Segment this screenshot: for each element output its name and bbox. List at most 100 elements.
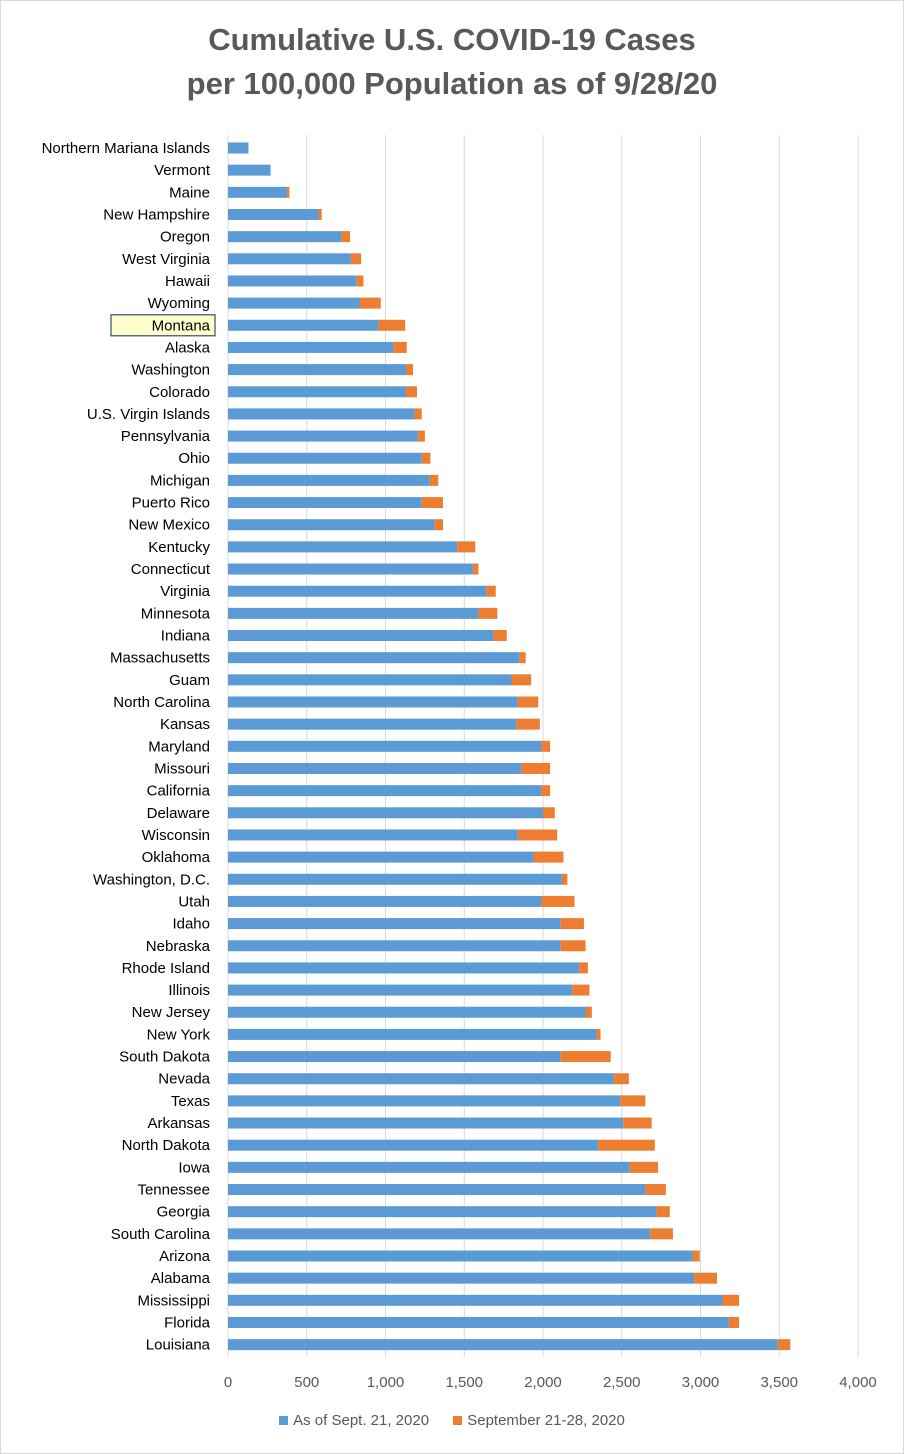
highlight-box-montana (110, 314, 216, 337)
bar-before-utah (228, 895, 542, 907)
category-label-new-mexico: New Mexico (128, 517, 210, 534)
bar-before-montana (228, 319, 379, 331)
bar-before-new-jersey (228, 1006, 586, 1018)
bar-week-indiana (493, 630, 507, 642)
category-label-colorado: Colorado (149, 384, 210, 401)
bar-week-delaware (543, 807, 555, 819)
bar-before-arizona (228, 1250, 693, 1262)
category-label-oklahoma: Oklahoma (142, 849, 211, 866)
category-label-ohio: Ohio (178, 450, 210, 467)
bar-before-florida (228, 1316, 729, 1328)
bar-before-iowa (228, 1161, 630, 1173)
bar-before-kansas (228, 718, 517, 730)
bar-before-arkansas (228, 1117, 624, 1129)
bar-before-alaska (228, 341, 394, 353)
x-tick-label-3500: 3,500 (760, 1374, 798, 1391)
category-label-nebraska: Nebraska (146, 938, 211, 955)
legend-swatch-week (453, 1415, 463, 1425)
bar-week-virginia (486, 585, 496, 597)
legend-label-week: September 21-28, 2020 (467, 1412, 625, 1429)
category-label-illinois: Illinois (168, 982, 210, 999)
bar-week-florida (728, 1316, 740, 1328)
category-label-south-carolina: South Carolina (111, 1226, 211, 1243)
bar-before-new-hampshire (228, 208, 319, 220)
x-tick-label-2000: 2,000 (524, 1374, 562, 1391)
category-label-massachusetts: Massachusetts (110, 650, 210, 667)
bar-before-indiana (228, 630, 494, 642)
bar-before-west-virginia (228, 253, 351, 265)
bar-week-west-virginia (350, 253, 362, 265)
bar-before-georgia (228, 1206, 657, 1218)
category-label-nevada: Nevada (158, 1071, 210, 1088)
bar-before-massachusetts (228, 652, 520, 664)
category-label-missouri: Missouri (154, 760, 210, 777)
bar-week-massachusetts (519, 652, 526, 664)
bar-week-rhode-island (579, 962, 588, 974)
bar-week-maryland (541, 740, 551, 752)
bar-before-south-dakota (228, 1051, 561, 1063)
bar-before-vermont (228, 164, 271, 176)
category-label-iowa: Iowa (178, 1159, 210, 1176)
bar-before-louisiana (228, 1339, 778, 1351)
bar-before-rhode-island (228, 962, 580, 974)
category-label-arizona: Arizona (159, 1248, 211, 1265)
category-label-washington: Washington (131, 362, 210, 379)
category-label-minnesota: Minnesota (141, 605, 211, 622)
bar-week-kentucky (457, 541, 476, 553)
bar-before-maine (228, 186, 288, 198)
bar-week-north-carolina (517, 696, 539, 708)
bar-week-alabama (694, 1272, 718, 1284)
x-tick-label-3000: 3,000 (682, 1374, 720, 1391)
bar-week-washington-d-c (561, 873, 568, 885)
bar-week-south-dakota (560, 1051, 611, 1063)
bar-week-new-york (596, 1028, 601, 1040)
x-tick-label-1000: 1,000 (367, 1374, 405, 1391)
bar-before-michigan (228, 474, 430, 486)
bar-before-california (228, 785, 542, 797)
bar-week-texas (620, 1095, 646, 1107)
bar-week-maine (287, 186, 290, 198)
category-label-vermont: Vermont (154, 162, 211, 179)
bar-before-puerto-rico (228, 497, 422, 509)
bar-week-guam (511, 674, 532, 686)
bar-week-connecticut (472, 563, 479, 575)
legend-swatch-before (279, 1415, 289, 1425)
bar-week-louisiana (777, 1339, 791, 1351)
bar-before-washington-d-c (228, 873, 562, 885)
category-label-alabama: Alabama (151, 1270, 211, 1287)
category-label-indiana: Indiana (161, 628, 211, 645)
bar-week-south-carolina (650, 1228, 673, 1240)
bar-before-delaware (228, 807, 543, 819)
category-label-north-dakota: North Dakota (122, 1137, 211, 1154)
bar-before-connecticut (228, 563, 473, 575)
bar-before-mississippi (228, 1294, 723, 1306)
category-label-alaska: Alaska (165, 339, 211, 356)
bar-before-oregon (228, 231, 342, 243)
bar-before-texas (228, 1095, 621, 1107)
bar-before-illinois (228, 984, 573, 996)
chart-legend: As of Sept. 21, 2020 September 21-28, 20… (0, 1412, 904, 1429)
bar-week-alaska (393, 341, 407, 353)
bar-week-nevada (613, 1073, 629, 1085)
category-label-u-s-virgin-islands: U.S. Virgin Islands (87, 406, 210, 423)
bar-week-pennsylvania (417, 430, 425, 442)
bar-week-colorado (405, 386, 417, 398)
bar-week-georgia (656, 1206, 670, 1218)
bar-before-u-s-virgin-islands (228, 408, 415, 420)
category-label-new-hampshire: New Hampshire (103, 206, 210, 223)
bar-week-iowa (629, 1161, 658, 1173)
bar-before-new-york (228, 1028, 597, 1040)
legend-label-before: As of Sept. 21, 2020 (293, 1412, 430, 1429)
category-label-washington-d-c: Washington, D.C. (93, 871, 210, 888)
category-label-kansas: Kansas (160, 716, 210, 733)
legend-item-before: As of Sept. 21, 2020 (279, 1412, 429, 1429)
bar-before-colorado (228, 386, 406, 398)
category-label-south-dakota: South Dakota (119, 1049, 211, 1066)
category-label-tennessee: Tennessee (137, 1182, 210, 1199)
category-label-wisconsin: Wisconsin (142, 827, 210, 844)
bar-before-virginia (228, 585, 487, 597)
category-label-connecticut: Connecticut (131, 561, 211, 578)
bar-week-north-dakota (598, 1139, 655, 1151)
bar-before-nebraska (228, 940, 561, 952)
bar-week-missouri (520, 762, 551, 774)
